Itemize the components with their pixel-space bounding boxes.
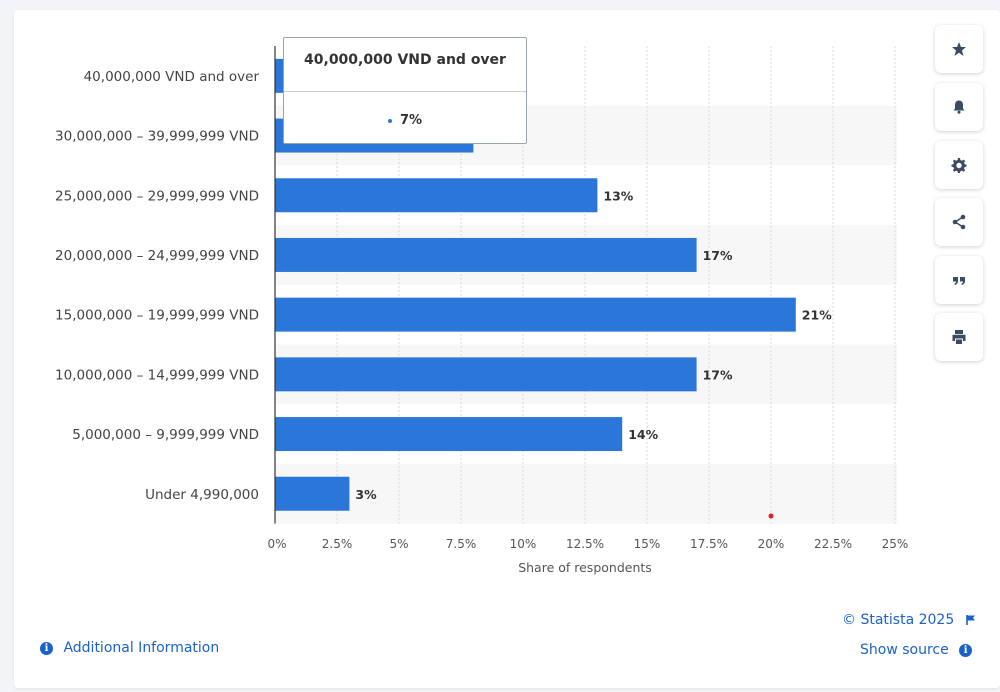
x-tick-label: 0% (267, 537, 286, 551)
x-tick-label: 10% (510, 537, 537, 551)
show-source-label: Show source (860, 642, 949, 658)
category-label: 5,000,000 – 9,999,999 VND (72, 427, 259, 443)
share-icon (952, 214, 966, 230)
x-tick-label: 5% (389, 537, 408, 551)
print-button[interactable] (935, 313, 983, 361)
bar-chart: 40,000,000 VND and over 30,000,000 – 39,9… (55, 46, 909, 575)
cite-button[interactable] (935, 256, 983, 304)
tooltip-value: 7% (399, 113, 423, 128)
show-source-link[interactable]: Show source i (860, 642, 973, 658)
bar[interactable] (275, 237, 697, 272)
bar[interactable] (275, 476, 350, 511)
tooltip-divider (284, 91, 526, 92)
series-dot-icon (387, 118, 392, 123)
category-label: 20,000,000 – 24,999,999 VND (55, 248, 259, 264)
statista-copyright-link[interactable]: © Statista 2025 (842, 612, 977, 628)
additional-information-link[interactable]: i Additional Information (40, 640, 219, 656)
favorite-button[interactable] (935, 25, 983, 73)
data-label: 17% (703, 367, 733, 382)
data-label: 14% (628, 427, 658, 442)
star-icon (952, 42, 966, 56)
bell-icon (953, 100, 965, 114)
tooltip-value-row: 7% (284, 113, 526, 128)
additional-information-label: Additional Information (63, 640, 220, 656)
row-stripe (275, 463, 897, 524)
info-icon: i (959, 643, 973, 657)
bar[interactable] (275, 357, 697, 392)
category-label: 30,000,000 – 39,999,999 VND (55, 129, 259, 145)
data-label: 21% (802, 308, 832, 323)
data-label: 3% (355, 487, 377, 502)
category-label: 15,000,000 – 19,999,999 VND (55, 308, 259, 324)
share-button[interactable] (935, 198, 983, 246)
x-tick-label: 2.5% (322, 537, 353, 551)
tooltip-title: 40,000,000 VND and over (304, 52, 506, 68)
x-tick-label: 15% (634, 537, 661, 551)
settings-button[interactable] (935, 141, 983, 189)
flag-icon (965, 615, 975, 625)
x-axis-title: Share of respondents (518, 560, 652, 575)
marker-dot (768, 513, 774, 519)
notification-button[interactable] (935, 83, 983, 131)
x-tick-label: 20% (758, 537, 785, 551)
x-tick-label: 22.5% (814, 537, 852, 551)
data-label: 13% (603, 188, 633, 203)
gear-icon (951, 158, 967, 173)
x-tick-label: 17.5% (690, 537, 728, 551)
quote-icon (953, 277, 965, 285)
chart-tooltip: 40,000,000 VND and over 7% (283, 37, 527, 144)
copyright-label: © Statista 2025 (842, 612, 955, 628)
category-label: Under 4,990,000 (145, 487, 259, 503)
print-icon (952, 330, 966, 344)
bar[interactable] (275, 417, 623, 452)
bar[interactable] (275, 178, 598, 213)
x-tick-label: 12.5% (566, 537, 604, 551)
info-icon: i (40, 641, 53, 655)
category-label: 40,000,000 VND and over (84, 69, 260, 85)
chart-card: 40,000,000 VND and over 30,000,000 – 39,9… (14, 10, 1000, 688)
bar[interactable] (275, 297, 796, 332)
x-tick-label: 7.5% (446, 537, 477, 551)
category-label: 10,000,000 – 14,999,999 VND (55, 367, 259, 383)
category-label: 25,000,000 – 29,999,999 VND (55, 188, 259, 204)
x-tick-label: 25% (882, 537, 909, 551)
data-label: 17% (703, 248, 733, 263)
